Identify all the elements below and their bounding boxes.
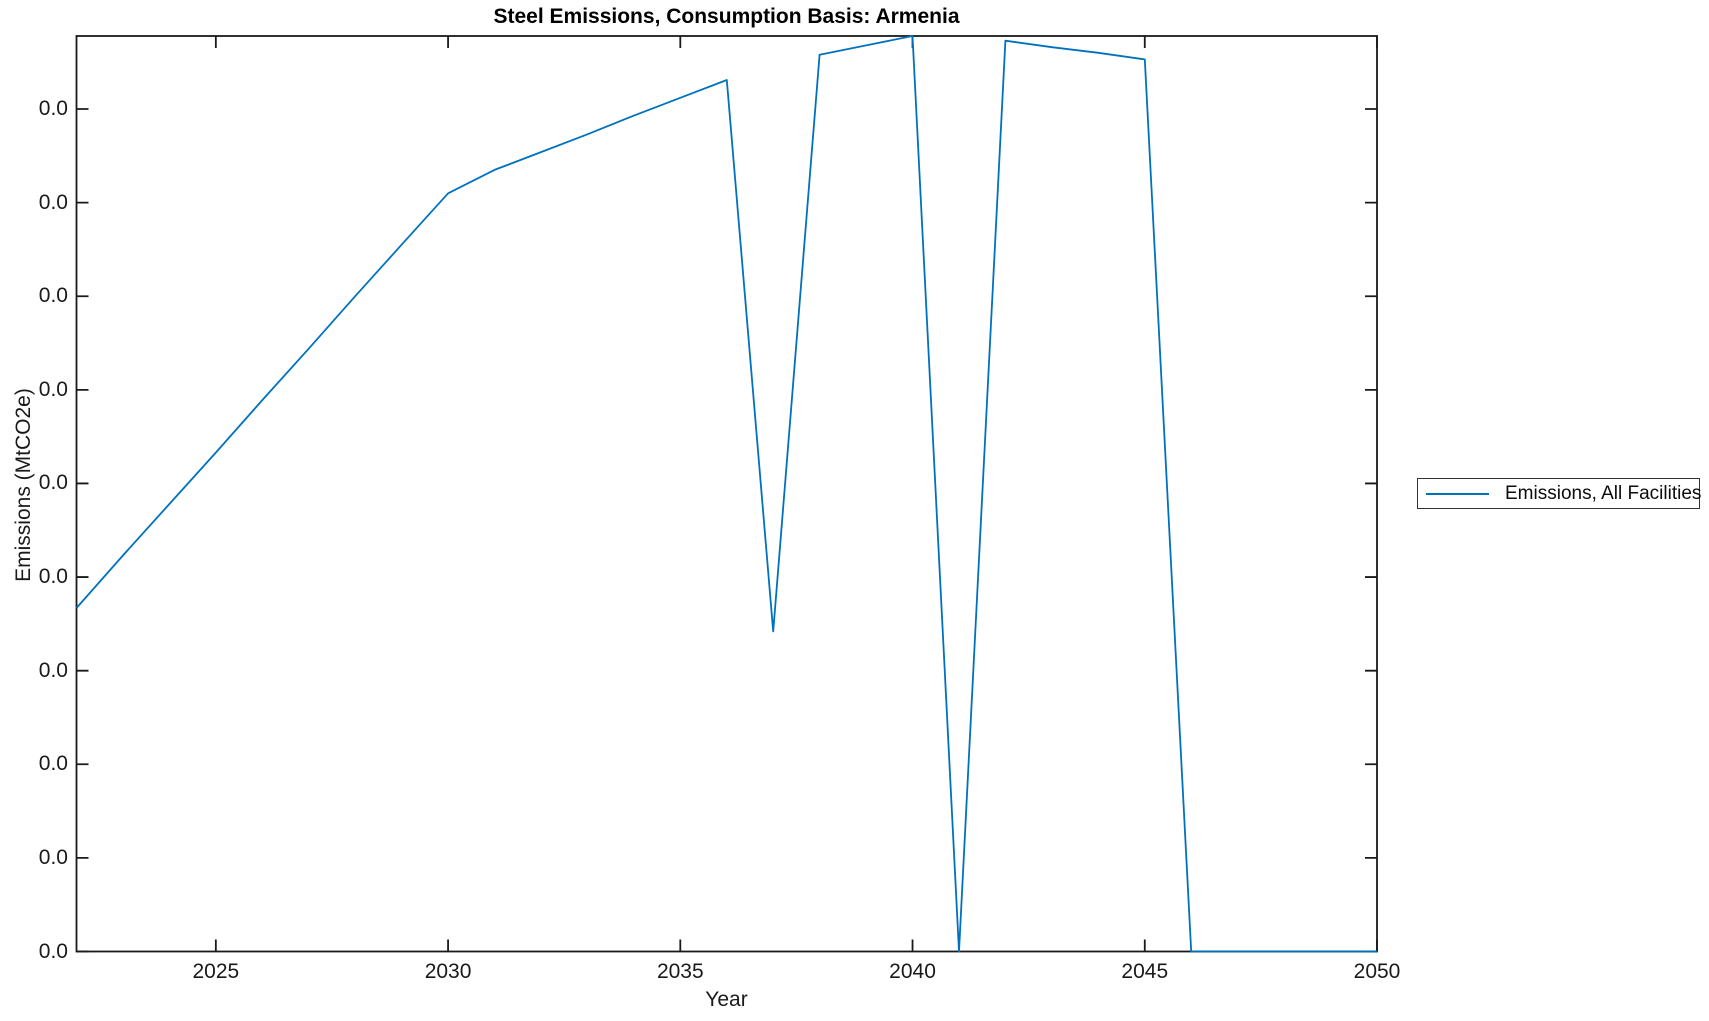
y-tick-label: 0.0 — [38, 845, 68, 869]
y-tick-label: 0.0 — [38, 939, 68, 963]
emissions-line — [75, 35, 1377, 953]
x-axis-label: Year — [705, 988, 748, 1011]
y-axis-label: Emissions (MtCO2e) — [12, 388, 35, 582]
x-tick-label: 2030 — [424, 960, 472, 983]
y-tick-label: 0.0 — [38, 97, 68, 120]
legend: Emissions, All Facilities — [1417, 478, 1702, 509]
x-tick-label: 2035 — [656, 960, 704, 983]
axis-ticks — [76, 36, 1378, 953]
x-tick-label: 2050 — [1353, 960, 1401, 983]
legend-line-sample-icon — [1426, 492, 1489, 495]
y-tick-label: 0.0 — [38, 190, 68, 214]
x-tick-label: 2025 — [192, 960, 240, 983]
axes-box — [75, 35, 1378, 953]
y-tick-label: 0.0 — [38, 658, 68, 682]
chart-title: Steel Emissions, Consumption Basis: Arme… — [493, 5, 960, 28]
y-tick-label: 0.0 — [38, 471, 68, 495]
y-tick-label: 0.0 — [38, 565, 68, 589]
x-tick-label: 2040 — [889, 960, 936, 983]
y-tick-label: 0.0 — [38, 752, 68, 776]
y-tick-label: 0.0 — [38, 377, 68, 401]
y-tick-label: 0.0 — [38, 284, 68, 308]
legend-label: Emissions, All Facilities — [1505, 482, 1702, 504]
x-tick-label: 2045 — [1121, 960, 1169, 983]
